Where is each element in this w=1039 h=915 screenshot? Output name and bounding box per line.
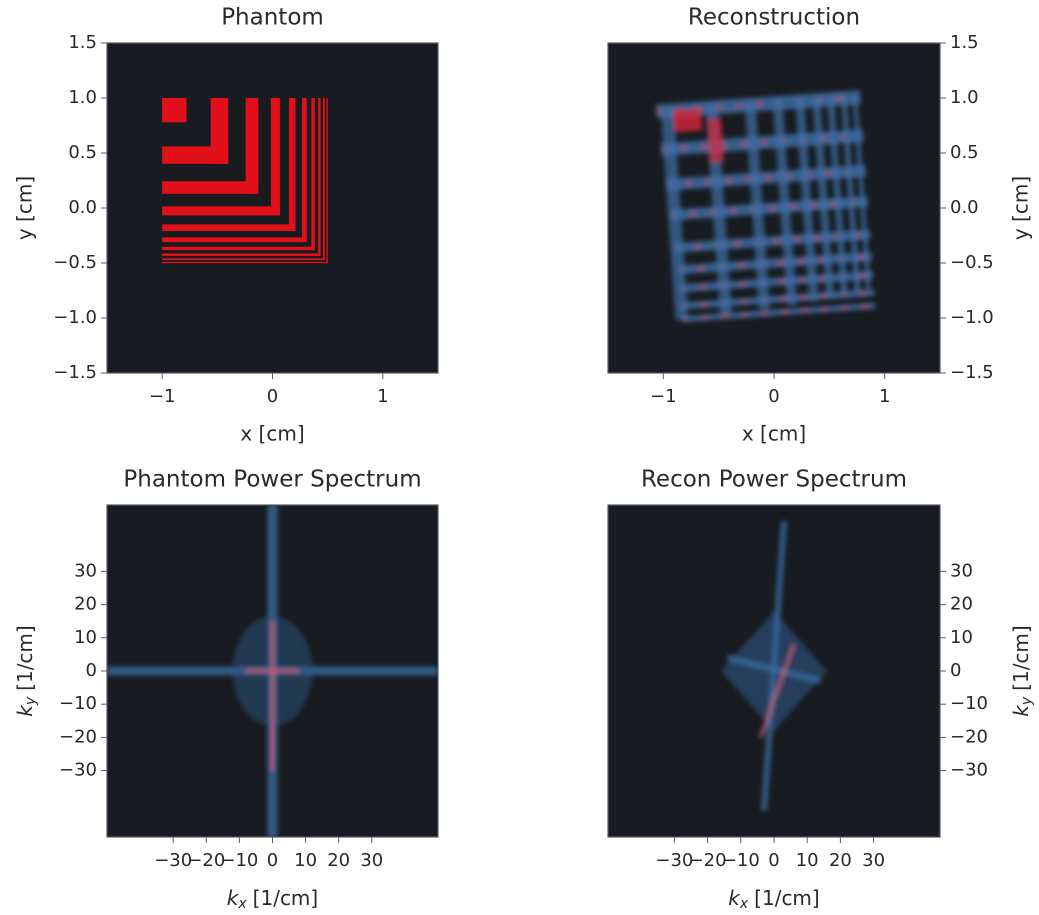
phantom-bar (162, 247, 315, 250)
y-tick-label: −30 (950, 760, 988, 781)
image (107, 43, 438, 373)
axis-label: y [cm] (13, 176, 37, 240)
x-tick-label: 1 (377, 386, 388, 407)
y-tick-label: 0 (950, 660, 961, 681)
phantom-bar (162, 237, 307, 242)
y-tick-label: 20 (950, 594, 973, 615)
axis-unit: [1/cm] (754, 886, 820, 910)
y-tick-label: 1.0 (68, 87, 97, 108)
y-tick-label: −1.0 (950, 307, 994, 328)
phantom-bar (162, 146, 228, 163)
x-tick-label: 1 (879, 386, 890, 407)
chart-title: Recon Power Spectrum (641, 467, 907, 493)
y-tick-label: −1.5 (950, 362, 994, 383)
y-tick-label: 0 (86, 660, 97, 681)
phantom-bar (162, 254, 320, 256)
y-tick-label: 10 (950, 627, 973, 648)
y-tick-label: −0.5 (950, 252, 994, 273)
recon-corner (673, 108, 702, 132)
x-tick-label: 0 (267, 386, 278, 407)
chart-title: Reconstruction (688, 5, 860, 31)
y-tick-label: 0.0 (950, 197, 979, 218)
x-tick-label: 10 (294, 850, 317, 871)
axis-unit: [1/cm] (1009, 625, 1033, 691)
y-tick-label: 0.5 (950, 142, 979, 163)
x-tick-label: −10 (722, 850, 760, 871)
axis-label: ky[1/cm] (13, 625, 40, 716)
chart-title: Phantom Power Spectrum (123, 467, 421, 493)
phantom-bar (327, 98, 328, 263)
phantom-bar (271, 98, 280, 215)
y-tick-label: −20 (59, 726, 97, 747)
image (107, 505, 438, 837)
x-tick-label: 30 (862, 850, 885, 871)
y-tick-label: −10 (59, 693, 97, 714)
image (608, 43, 940, 373)
image (608, 505, 940, 837)
recon-corner (707, 118, 724, 163)
x-tick-label: 20 (829, 850, 852, 871)
y-tick-label: 0.5 (68, 142, 97, 163)
axis-subscript: x (739, 896, 749, 912)
x-tick-label: 20 (327, 850, 350, 871)
axis-label: ky[1/cm] (1009, 625, 1036, 716)
phantom-bar (162, 224, 295, 231)
y-tick-label: −1.5 (53, 362, 97, 383)
axis-subscript: y (1019, 696, 1035, 706)
phantom-bar (311, 98, 314, 250)
x-tick-label: −1 (650, 386, 677, 407)
y-tick-label: 1.5 (950, 32, 979, 53)
y-tick-label: −0.5 (53, 252, 97, 273)
y-tick-label: 30 (950, 560, 973, 581)
axis-subscript: y (23, 696, 39, 706)
phantom-bar (246, 98, 259, 194)
phantom-bar (162, 181, 258, 194)
phantom-bar (162, 98, 186, 122)
y-tick-label: 1.0 (950, 87, 979, 108)
y-tick-label: −10 (950, 693, 988, 714)
x-tick-label: 0 (768, 386, 779, 407)
chart-title: Phantom (221, 5, 324, 31)
phantom-bar (302, 98, 307, 242)
phantom-bar (323, 98, 325, 260)
y-tick-label: 30 (74, 560, 97, 581)
axis-label: x [cm] (742, 422, 806, 446)
axis-label: x [cm] (240, 422, 304, 446)
phantom-bar (162, 206, 280, 215)
phantom-bar (162, 262, 328, 263)
axis-unit: [1/cm] (13, 625, 37, 691)
x-tick-label: 30 (360, 850, 383, 871)
y-tick-label: −20 (950, 726, 988, 747)
y-tick-label: 20 (74, 594, 97, 615)
y-tick-label: −1.0 (53, 307, 97, 328)
x-tick-label: 10 (796, 850, 819, 871)
y-tick-label: 1.5 (68, 32, 97, 53)
axis-subscript: x (237, 896, 247, 912)
axis-unit: [1/cm] (253, 886, 319, 910)
axis-label: y [cm] (1009, 176, 1033, 240)
y-tick-label: 10 (74, 627, 97, 648)
y-tick-label: −30 (59, 760, 97, 781)
axis-label: kx[1/cm] (728, 886, 819, 913)
x-tick-label: −1 (149, 386, 176, 407)
axis-label: kx[1/cm] (227, 886, 318, 913)
phantom-bar (289, 98, 296, 231)
figure: Phantom−101−1.5−1.0−0.50.00.51.01.5x [cm… (0, 0, 1039, 915)
x-tick-label: −10 (220, 850, 258, 871)
phantom-bar (162, 258, 325, 260)
y-tick-label: 0.0 (68, 197, 97, 218)
x-tick-label: 0 (768, 850, 779, 871)
x-tick-label: 0 (267, 850, 278, 871)
phantom-bar (318, 98, 320, 256)
